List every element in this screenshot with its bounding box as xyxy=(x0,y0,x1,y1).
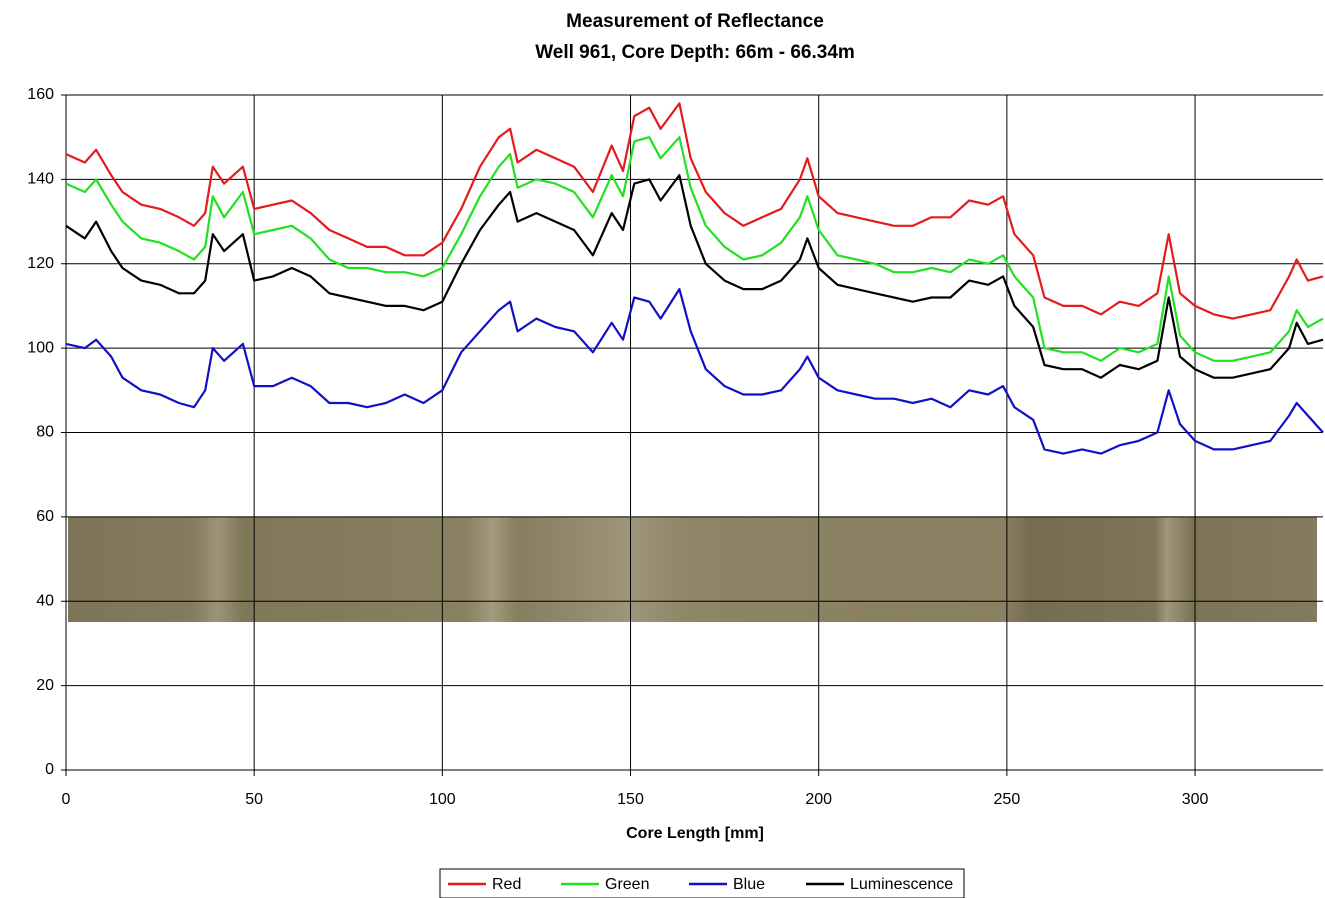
x-tick-label: 300 xyxy=(1182,791,1209,808)
x-tick-label: 200 xyxy=(805,791,832,808)
legend-label: Blue xyxy=(733,876,765,893)
x-tick-label: 0 xyxy=(62,791,71,808)
chart-subtitle: Well 961, Core Depth: 66m - 66.34m xyxy=(535,42,855,63)
x-tick-label: 250 xyxy=(994,791,1021,808)
legend-label: Red xyxy=(492,876,521,893)
core-photo xyxy=(68,517,1317,622)
x-tick-label: 100 xyxy=(429,791,456,808)
y-tick-label: 40 xyxy=(36,592,54,609)
legend-label: Green xyxy=(605,876,649,893)
x-tick-label: 50 xyxy=(245,791,263,808)
legend-label: Luminescence xyxy=(850,876,953,893)
y-tick-label: 160 xyxy=(27,86,54,103)
y-tick-label: 120 xyxy=(27,255,54,272)
y-tick-label: 100 xyxy=(27,339,54,356)
y-tick-label: 60 xyxy=(36,508,54,525)
y-tick-label: 20 xyxy=(36,677,54,694)
x-axis-label: Core Length [mm] xyxy=(626,825,764,842)
chart: Measurement of Reflectance Well 961, Cor… xyxy=(0,0,1325,898)
y-tick-label: 0 xyxy=(45,761,54,778)
x-tick-label: 150 xyxy=(617,791,644,808)
y-tick-label: 140 xyxy=(27,171,54,188)
chart-title: Measurement of Reflectance xyxy=(566,11,824,32)
y-tick-label: 80 xyxy=(36,424,54,441)
